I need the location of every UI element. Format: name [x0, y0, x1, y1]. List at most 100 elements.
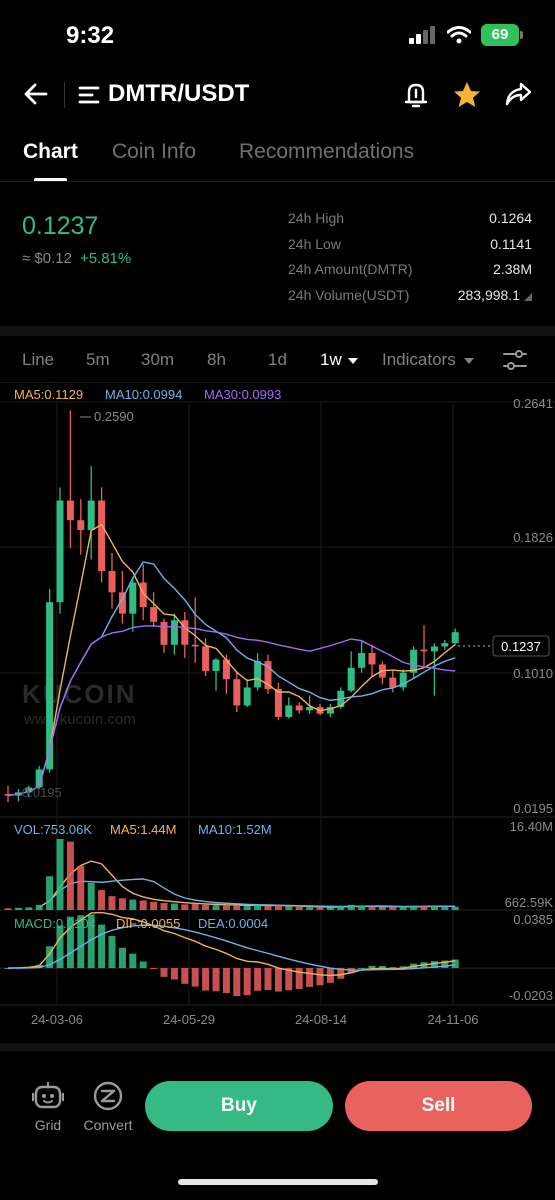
volume-bar — [129, 899, 137, 910]
interval-1w-label: 1w — [320, 350, 342, 369]
stat-value: 2.38M — [493, 261, 532, 277]
volume-bar — [274, 905, 282, 910]
macd-bar — [451, 959, 459, 969]
interval-bar: Line 5m 30m 8h 1d 1w Indicators — [0, 337, 555, 383]
grid-tool[interactable]: Grid — [18, 1081, 78, 1133]
price-alert-icon[interactable] — [402, 80, 430, 110]
candle-body — [98, 500, 106, 572]
macd-bar — [243, 968, 251, 996]
candle-body — [35, 769, 43, 788]
legend-vol: VOL:753.06K — [14, 822, 92, 837]
macd-bar — [160, 968, 168, 977]
tab-recommendations[interactable]: Recommendations — [239, 140, 415, 163]
interval-30m[interactable]: 30m — [141, 350, 175, 369]
candle-body — [191, 644, 199, 647]
stat-24h-volume: 24h Volume(USDT) 283,998.1 — [288, 287, 532, 313]
last-price: 0.1237 — [22, 212, 99, 240]
share-icon[interactable] — [504, 80, 532, 108]
macd-bar — [87, 914, 95, 969]
interval-5m[interactable]: 5m — [86, 350, 110, 369]
low-marker-label: 0.0195 — [22, 785, 62, 800]
chart-settings-icon[interactable] — [502, 348, 528, 372]
volume-bar — [326, 907, 334, 910]
volume-bar — [181, 904, 189, 910]
candle-body — [306, 707, 314, 711]
candle-body — [274, 689, 282, 717]
chevron-down-icon — [348, 358, 359, 364]
macd-bar — [139, 961, 147, 969]
candle-body — [399, 672, 407, 688]
interval-divider — [0, 382, 555, 383]
macd-bar — [441, 960, 449, 969]
volume-bar — [35, 904, 43, 910]
interval-line[interactable]: Line — [22, 350, 55, 369]
kline-chart[interactable]: KUCOIN www.kucoin.com MA5:0.1129 MA10:0.… — [0, 383, 555, 1043]
high-marker-label: 0.2590 — [94, 409, 134, 424]
candle-body — [285, 705, 293, 717]
volume-bar — [25, 907, 33, 910]
legend-ma30: MA30:0.0993 — [204, 387, 281, 402]
volume-bar — [170, 903, 178, 910]
status-bar: 9:32 69 — [0, 0, 555, 70]
candle-body — [139, 582, 147, 608]
candle-body — [212, 659, 220, 672]
favorite-star-icon[interactable] — [452, 80, 482, 110]
macd-bar — [430, 961, 438, 969]
macd-bar — [358, 967, 366, 969]
buy-button[interactable]: Buy — [145, 1081, 333, 1131]
macd-bar — [337, 968, 345, 979]
interval-1d[interactable]: 1d — [268, 350, 287, 369]
volume-bar — [378, 906, 386, 910]
convert-label: Convert — [83, 1117, 133, 1133]
legend-dif: DIF:0.0055 — [116, 916, 180, 931]
candlesticks — [4, 410, 459, 803]
volume-bar — [77, 865, 85, 910]
candle-body — [202, 646, 210, 672]
macd-bar — [254, 968, 262, 991]
back-arrow-icon[interactable] — [22, 80, 50, 108]
candle-body — [233, 679, 241, 706]
stat-label: 24h Low — [288, 235, 341, 252]
dif-line — [7, 911, 456, 977]
watermark-brand: KUCOIN — [22, 679, 137, 709]
section-separator-bottom — [0, 1043, 555, 1051]
volume-bar — [316, 906, 324, 910]
stat-value: 283,998.1 — [457, 286, 520, 303]
legend-ma5: MA5:0.1129 — [14, 387, 83, 402]
stat-label: 24h Volume(USDT) — [288, 286, 410, 303]
price-tick-2: 0.1826 — [513, 530, 553, 545]
date-tick-3: 24-08-14 — [295, 1012, 347, 1027]
price-subline: ≈ $0.12 +5.81% — [22, 250, 131, 267]
indicators-dropdown[interactable]: Indicators — [382, 350, 475, 370]
interval-8h[interactable]: 8h — [207, 350, 226, 369]
volume-ma10-line — [49, 878, 456, 908]
price-change: +5.81% — [79, 250, 132, 267]
macd-bar — [389, 967, 397, 969]
volume-bar — [451, 906, 459, 910]
macd-bar — [98, 924, 106, 969]
stat-value: 0.1264 — [489, 210, 532, 226]
battery-indicator: 69 — [481, 24, 523, 46]
candle-body — [160, 621, 168, 645]
volume-bar — [441, 906, 449, 910]
candle-body — [326, 707, 334, 714]
volume-bar — [430, 906, 438, 910]
candle-body — [358, 652, 366, 668]
pair-list-icon[interactable] — [78, 84, 100, 106]
macd-bar — [108, 936, 116, 969]
chart-canvas[interactable]: MA5:0.1129 MA10:0.0994 MA30:0.0993 0.264… — [0, 383, 555, 1043]
volume-bar — [243, 906, 251, 910]
tab-coin-info[interactable]: Coin Info — [112, 140, 197, 163]
nav-divider — [64, 82, 65, 108]
tab-chart[interactable]: Chart — [23, 140, 78, 163]
price-summary: 0.1237 ≈ $0.12 +5.81% — [22, 212, 131, 267]
candle-body — [264, 661, 272, 690]
pair-title[interactable]: DMTR/USDT — [108, 80, 250, 107]
vol-tick-bottom: 662.59K — [505, 895, 554, 910]
sell-button[interactable]: Sell — [345, 1081, 532, 1131]
volume-bars — [4, 839, 459, 910]
candle-body — [441, 643, 449, 647]
volume-bar — [202, 904, 210, 910]
interval-1w[interactable]: 1w — [320, 350, 359, 370]
convert-tool[interactable]: Convert — [78, 1081, 138, 1133]
